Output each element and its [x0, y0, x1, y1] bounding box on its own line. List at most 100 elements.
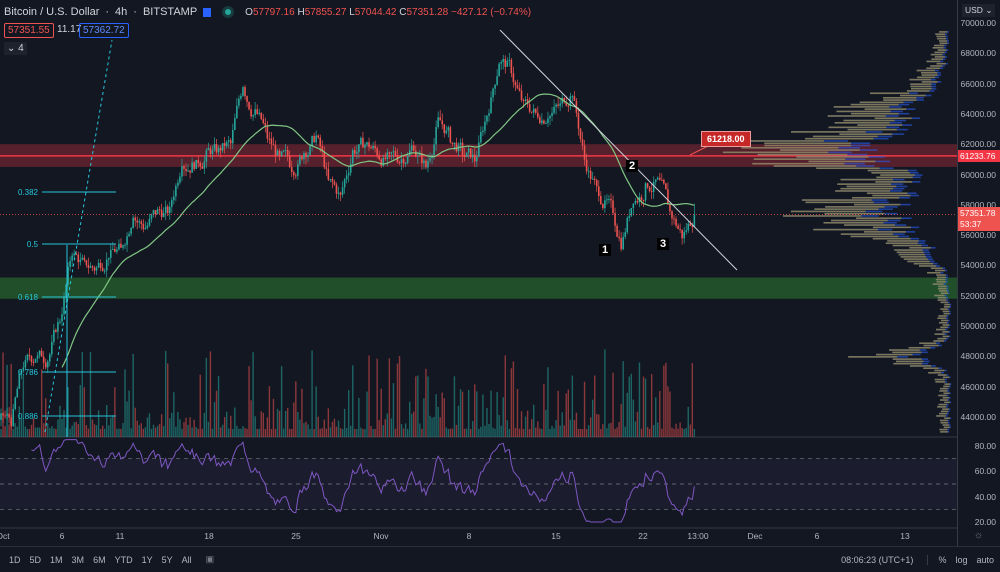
price-callout[interactable]: 61218.00 [701, 131, 751, 147]
volume-bar [356, 428, 358, 437]
range-button[interactable]: 1Y [141, 554, 153, 565]
volume-profile-bar [940, 399, 948, 401]
volume-bar [441, 392, 443, 437]
log-toggle[interactable]: log [955, 554, 968, 565]
candle-body [73, 253, 75, 256]
buy-button[interactable]: 57362.72 [79, 23, 129, 38]
volume-bar [53, 428, 55, 437]
candle-body [669, 204, 671, 212]
volume-profile-bar [917, 76, 936, 79]
volume-profile-bar [939, 31, 948, 33]
candle-body [209, 148, 212, 154]
volume-profile-bar [851, 112, 899, 115]
volume-profile-bar [741, 146, 839, 149]
clock[interactable]: 08:06:23 (UTC+1) [841, 554, 914, 565]
price-tick: 46000.00 [960, 381, 996, 392]
trendline [499, 29, 738, 271]
volume-bar [675, 423, 677, 437]
volume-bar [47, 423, 49, 437]
candle-body [606, 199, 608, 201]
candle-body [494, 84, 496, 89]
volume-bar [293, 402, 295, 437]
range-button[interactable]: All [181, 554, 192, 565]
price-chart[interactable]: 0.382 0.5 0.618 0.786 0.886 [0, 0, 957, 546]
candle-body [256, 109, 258, 114]
candle-body [354, 150, 356, 154]
settings-gear-icon[interactable]: ☼ [974, 530, 984, 541]
moving-average-line [61, 93, 695, 368]
volume-bar [616, 427, 618, 437]
volume-bar [238, 428, 240, 437]
time-tick: 13:00 [687, 531, 709, 541]
volume-bar [327, 408, 330, 437]
date-range-calendar-icon[interactable]: ▣ [205, 554, 215, 564]
candle-body [392, 151, 395, 153]
interval[interactable]: 4h [115, 6, 128, 18]
volume-profile-bar [831, 219, 888, 222]
volume-bar [63, 410, 65, 437]
volume-profile-bar [943, 426, 950, 429]
market-open-icon [225, 9, 232, 15]
volume-bar [417, 375, 419, 437]
symbol-title[interactable]: Bitcoin / U.S. Dollar [4, 6, 100, 18]
volume-bar [240, 428, 242, 437]
currency-selector[interactable]: USD ⌄ [962, 4, 996, 17]
range-button[interactable]: 6M [93, 554, 106, 565]
volume-bar [171, 412, 173, 437]
candle-body [124, 244, 126, 246]
volume-bar [573, 419, 576, 437]
candle-body [482, 130, 484, 133]
candle-body [370, 147, 372, 149]
price-axis[interactable]: USD ⌄ 70000.00 68000.00 66000.00 64000.00 62… [957, 0, 1000, 546]
range-button[interactable]: 1D [9, 554, 21, 565]
range-button[interactable]: 5D [29, 554, 42, 565]
range-button[interactable]: 3M [71, 554, 85, 565]
candle-body [77, 254, 80, 263]
candle-body [368, 142, 370, 148]
volume-bar [398, 355, 401, 437]
volume-bar [319, 428, 321, 437]
range-button[interactable]: YTD [114, 554, 133, 565]
candle-body [46, 361, 49, 368]
candle-body [126, 236, 128, 245]
candle-body [51, 341, 53, 355]
candle-body [18, 374, 21, 389]
indicators-collapse-button[interactable]: ⌄ 4 [4, 42, 27, 55]
candle-body [433, 144, 435, 156]
rsi-line [31, 439, 695, 523]
volume-profile-bar [942, 396, 950, 399]
volume-bar [368, 355, 370, 437]
time-tick: 22 [638, 531, 648, 541]
candle-body [339, 192, 342, 195]
volume-bar [504, 355, 506, 437]
volume-profile-bar [934, 51, 945, 54]
volume-bar [167, 363, 169, 437]
volume-profile-bar [938, 285, 947, 288]
volume-bar [526, 410, 529, 437]
percent-toggle[interactable]: % [927, 554, 946, 565]
volume-profile-bar [927, 271, 941, 274]
candle-body [545, 123, 547, 125]
auto-toggle[interactable]: auto [976, 554, 994, 565]
range-button[interactable]: 1M [50, 554, 63, 565]
volume-profile-bar [937, 37, 947, 40]
volume-profile-bar [923, 344, 939, 347]
candle-body [327, 168, 330, 180]
volume-profile-bar [874, 117, 912, 120]
candle-body [236, 105, 238, 119]
volume-profile-bar [825, 206, 885, 208]
candle-body [234, 118, 236, 130]
volume-bar [291, 428, 293, 437]
volume-profile-bar [937, 317, 947, 320]
volume-bar [75, 421, 77, 437]
volume-profile-bar [943, 385, 950, 388]
sell-button[interactable]: 57351.55 [4, 23, 54, 38]
range-button[interactable]: 5Y [161, 554, 173, 565]
volume-bar [435, 394, 437, 437]
volume-profile-bar [931, 58, 943, 60]
candle-body [384, 157, 387, 159]
volume-bar [299, 419, 301, 437]
candle-body [646, 183, 649, 188]
flag-icon[interactable] [203, 7, 212, 17]
volume-bar [655, 397, 657, 437]
